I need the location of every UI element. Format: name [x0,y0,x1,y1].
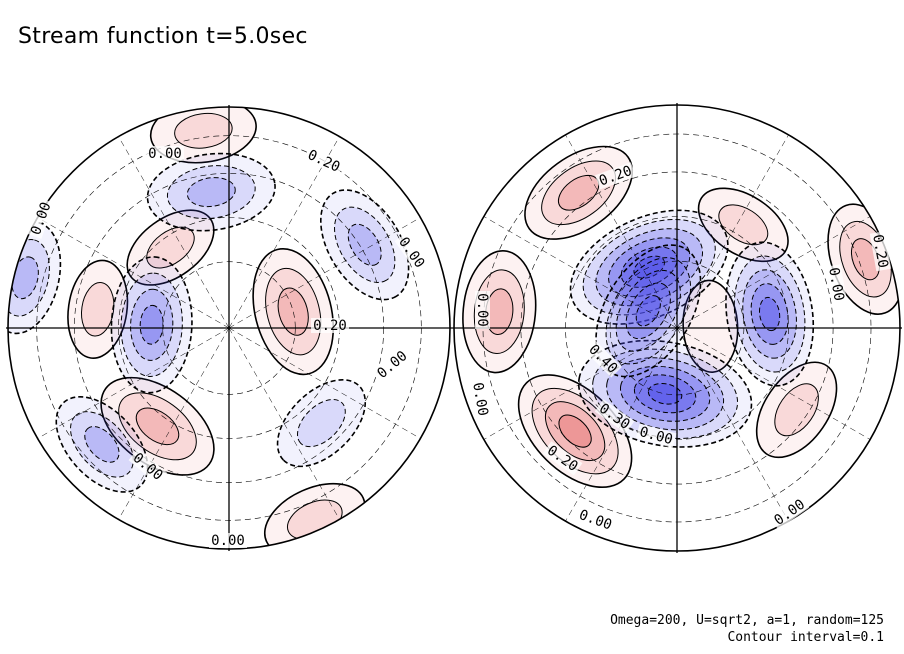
overlay-layer [6,103,902,553]
contour-label-1-7: 0.00 [469,381,491,417]
left-hemisphere-panel [8,107,410,549]
negative-contour-0-5 [647,383,683,405]
negative-contour-1-2 [595,228,704,307]
contour-label-bg-1-6 [635,423,677,448]
positive-contour-0-3 [558,414,592,448]
negative-contour-0-2 [606,357,725,431]
negative-contour-0-3 [139,304,164,345]
meridian-1-10 [676,134,789,329]
positive-contour-1-2 [135,407,180,446]
contour-label-1-2: 0.00 [825,266,847,302]
contour-label-bg-1-9 [575,506,616,534]
negative-contour-3-2 [615,269,681,352]
meridian-1-5 [483,327,678,440]
negative-contour-3-1 [70,411,134,478]
contour-label-bg-1-7 [469,379,492,420]
contour-label-bg-1-1 [869,231,892,272]
meridian-0-8 [118,136,230,329]
negative-contour-0-0 [110,256,193,394]
contour-label-bg-0-7 [209,533,247,548]
contour-label-bg-1-8 [542,441,583,476]
meridian-0-5 [37,327,230,439]
contour-label-bg-0-2 [27,198,55,239]
negative-contour-4-0 [276,379,367,468]
meridian-0-11 [228,217,421,329]
negative-contour-0-2 [130,288,174,361]
meridian-0-2 [228,327,340,520]
positive-contour-2-1 [174,112,233,149]
negative-contour-3-0 [595,244,702,378]
meridian-0-1 [228,327,421,439]
positive-contour-2-0 [524,145,634,240]
contour-label-0-4: 0.20 [313,318,347,334]
meridian-1-8 [565,134,678,329]
positive-contour-1-0 [462,250,537,374]
contour-label-bg-1-5 [594,399,635,434]
positive-contour-5-1 [718,204,769,246]
negative-contour-3-0 [55,396,149,493]
negative-contour-3-2 [84,426,120,463]
positive-contour-4-0 [67,259,129,359]
meridian-0-10 [228,136,340,329]
positive-contour-1-1 [118,392,197,461]
positive-contour-0-1 [265,267,322,356]
contour-label-bg-0-1 [303,146,345,176]
contour-label-1-3: 0.00 [474,293,490,327]
right-hemisphere-panel [462,145,900,489]
meridian-0-7 [37,217,230,329]
negative-contour-2-4 [758,296,781,332]
negative-contour-0-3 [619,365,711,422]
contour-label-1-1: 0.20 [869,233,891,269]
hemisphere-boundary-0 [7,106,451,550]
negative-contour-2-2 [742,269,797,359]
contour-label-bg-1-3 [475,291,490,329]
hemisphere-boundary-1 [453,104,901,552]
negative-contour-1-5 [633,255,665,279]
positive-contour-4-1 [81,282,115,337]
negative-contour-1-0 [146,152,276,232]
positive-contour-0-2 [277,287,309,336]
contour-label-0-1: 0.20 [305,147,342,176]
parameters-caption: Omega=200, U=sqrt2, a=1, random=125 [610,613,884,628]
positive-contour-0-2 [544,401,606,462]
contour-label-bg-1-0 [595,162,636,190]
negative-contour-3-4 [635,295,661,327]
contour-label-0-7: 0.00 [211,533,245,549]
negative-contour-2-2 [347,223,382,266]
contour-label-bg-1-4 [584,340,622,378]
contour-label-bg-0-0 [146,146,184,161]
contour-label-bg-1-10 [769,495,810,530]
positive-contour-0-0 [252,247,335,376]
contour-label-bg-0-5 [372,346,412,383]
negative-contour-1-2 [186,177,236,208]
negative-contour-1-1 [166,165,256,220]
negative-contour-1-1 [582,218,716,316]
meridian-1-1 [676,327,871,440]
meridian-0-4 [118,327,230,520]
negative-contour-2-0 [725,241,815,387]
meridian-1-2 [676,327,789,522]
negative-contour-4-1 [296,399,346,448]
contour-label-bg-1-2 [825,264,848,305]
negative-contour-0-4 [633,374,697,414]
negative-contour-2-1 [334,206,396,283]
contour-label-bg-0-6 [128,448,168,485]
contour-label-bg-0-3 [394,232,429,273]
contour-interval-caption: Contour interval=0.1 [727,630,884,645]
negative-contour-3-3 [625,282,671,340]
contour-label-bg-0-4 [311,318,349,333]
negative-contour-0-1 [592,348,739,439]
contour-label-0-0: 0.00 [148,146,182,162]
chart-title: Stream function t=5.0sec [18,24,308,49]
positive-contour-1-1 [473,269,525,354]
meridian-1-11 [676,216,871,329]
positive-contour-4-1 [774,383,819,437]
meridian-1-7 [483,216,678,329]
